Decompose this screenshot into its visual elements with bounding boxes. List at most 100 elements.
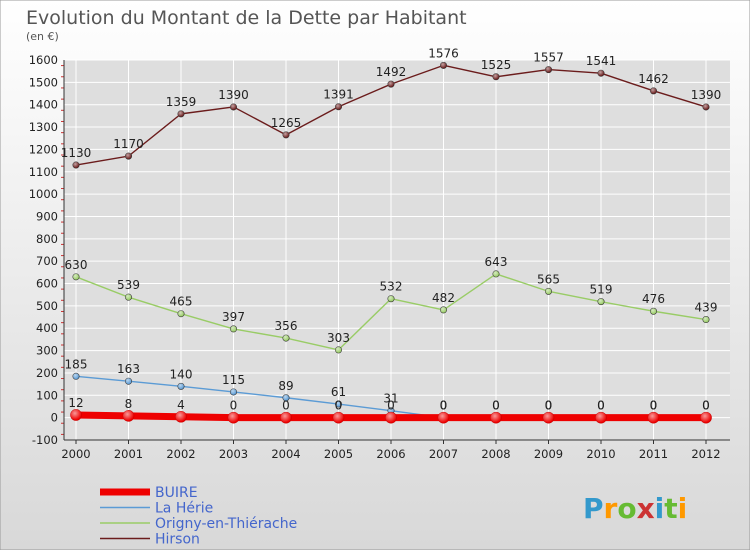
- data-point-highlight: [387, 295, 395, 302]
- data-label-buire: 0: [282, 399, 290, 413]
- data-point-highlight: [230, 325, 237, 333]
- data-label-hirson: 1462: [638, 72, 669, 86]
- data-point-highlight: [72, 161, 80, 169]
- data-label-origny-en-thi-rache: 439: [695, 301, 718, 315]
- x-tick-label: 2007: [429, 447, 458, 461]
- y-tick-label: 0: [51, 411, 58, 425]
- data-point-highlight: [595, 412, 607, 424]
- data-label-la-h-rie: 0: [650, 399, 658, 413]
- data-point-highlight: [648, 412, 659, 424]
- x-tick-label: 2001: [114, 447, 143, 461]
- logo-text: Proxiti: [583, 492, 687, 525]
- x-tick-label: 2005: [324, 447, 353, 461]
- data-point-highlight: [333, 412, 344, 424]
- data-label-hirson: 1359: [166, 95, 197, 109]
- legend-label: BUIRE: [155, 485, 198, 501]
- data-label-la-h-rie: 163: [117, 362, 140, 376]
- data-point-highlight: [230, 103, 237, 111]
- x-tick-label: 2011: [639, 447, 668, 461]
- data-point-highlight: [545, 66, 552, 73]
- data-label-origny-en-thi-rache: 539: [117, 278, 140, 292]
- data-label-hirson: 1130: [61, 146, 92, 160]
- data-point-highlight: [492, 270, 500, 278]
- data-label-la-h-rie: 0: [492, 399, 500, 413]
- data-label-hirson: 1390: [218, 88, 249, 102]
- data-label-origny-en-thi-rache: 532: [380, 280, 403, 294]
- data-label-la-h-rie: 89: [278, 379, 293, 393]
- series-hirson: 1130 1170 1359 1390 1265 1391 1492 1576 1525 1557…: [61, 46, 721, 169]
- x-tick-label: 2002: [166, 447, 195, 461]
- data-point-highlight: [125, 152, 132, 160]
- data-point-highlight: [597, 69, 605, 77]
- data-label-origny-en-thi-rache: 565: [537, 272, 560, 286]
- data-label-la-h-rie: 0: [597, 399, 605, 413]
- y-tick-label: 400: [36, 321, 58, 335]
- x-tick-label: 2010: [586, 447, 615, 461]
- data-point-highlight: [440, 62, 447, 69]
- y-tick-label: 900: [36, 209, 58, 223]
- data-label-buire: 0: [702, 399, 710, 413]
- legend-label: Origny-en-Thiérache: [155, 516, 297, 532]
- series-buire: 12 8 4 0 0 0 0 0 0 0 0 0 0: [68, 396, 712, 424]
- x-tick-label: 2004: [271, 447, 300, 461]
- data-point-highlight: [125, 293, 132, 301]
- data-label-origny-en-thi-rache: 482: [432, 291, 455, 305]
- logo-letter: t: [664, 492, 677, 525]
- data-label-buire: 0: [650, 399, 658, 413]
- y-tick-label: 500: [36, 299, 58, 313]
- y-tick-label: 300: [36, 344, 58, 358]
- data-point-highlight: [335, 103, 342, 110]
- data-label-hirson: 1492: [376, 65, 407, 79]
- data-point-highlight: [335, 400, 342, 408]
- data-point-highlight: [490, 412, 502, 424]
- chart-title: Evolution du Montant de la Dette par Hab…: [26, 7, 467, 29]
- y-tick-label: 1000: [29, 187, 58, 201]
- data-label-hirson: 1557: [533, 51, 564, 65]
- data-label-origny-en-thi-rache: 356: [275, 319, 298, 333]
- data-label-origny-en-thi-rache: 643: [485, 255, 508, 269]
- y-tick-label: 1600: [29, 53, 58, 67]
- data-point-highlight: [70, 409, 82, 421]
- data-label-la-h-rie: 0: [545, 399, 553, 413]
- legend-label: Hirson: [155, 532, 200, 548]
- y-tick-label: 100: [36, 388, 58, 402]
- data-point-highlight: [280, 412, 292, 424]
- y-tick-label: 800: [36, 232, 58, 246]
- data-point-highlight: [175, 411, 187, 423]
- data-label-buire: 0: [440, 399, 448, 413]
- logo-letter: P: [583, 492, 604, 525]
- data-point-highlight: [545, 288, 552, 295]
- x-tick-label: 2003: [219, 447, 248, 461]
- data-point-highlight: [125, 378, 132, 385]
- data-label-origny-en-thi-rache: 630: [65, 258, 88, 272]
- legend-label: La Hérie: [155, 501, 213, 517]
- data-label-buire: 0: [545, 399, 553, 413]
- x-tick-label: 2012: [691, 447, 720, 461]
- data-label-hirson: 1576: [428, 46, 459, 60]
- data-point-highlight: [702, 103, 710, 111]
- data-point-highlight: [177, 310, 185, 317]
- data-point-highlight: [543, 412, 554, 424]
- data-label-buire: 0: [387, 399, 395, 413]
- data-point-highlight: [700, 412, 712, 424]
- data-label-origny-en-thi-rache: 303: [327, 331, 350, 345]
- data-label-la-h-rie: 0: [440, 399, 448, 413]
- data-label-la-h-rie: 31: [383, 392, 398, 406]
- series-origny-en-thi-rache: 630 539 465 397 356 303 532 482 643 565 519 476 439: [65, 255, 718, 354]
- data-point-highlight: [123, 410, 134, 422]
- data-point-highlight: [230, 388, 237, 396]
- data-label-hirson: 1541: [586, 54, 617, 68]
- data-label-hirson: 1265: [271, 116, 302, 130]
- logo-letter: i: [678, 492, 688, 525]
- data-point-highlight: [702, 316, 710, 323]
- data-label-buire: 0: [230, 399, 238, 413]
- data-label-hirson: 1525: [481, 58, 512, 72]
- data-point-highlight: [177, 110, 185, 118]
- data-label-origny-en-thi-rache: 465: [170, 295, 193, 309]
- y-tick-label: 600: [36, 277, 58, 291]
- series: 1130 1170 1359 1390 1265 1391 1492 1576 1525 1557…: [61, 46, 721, 424]
- data-point-highlight: [72, 373, 80, 380]
- data-point-highlight: [282, 394, 290, 401]
